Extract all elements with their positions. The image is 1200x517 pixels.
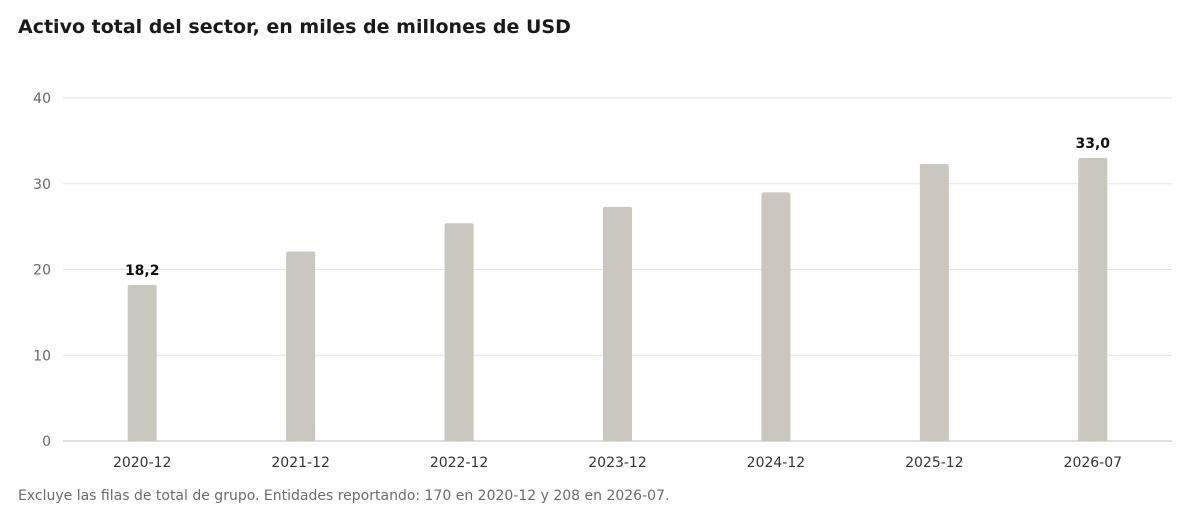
chart-footnote: Excluye las filas de total de grupo. Ent… bbox=[18, 488, 670, 504]
data-label: 33,0 bbox=[1076, 136, 1111, 152]
x-tick-label: 2021-12 bbox=[271, 455, 330, 471]
y-tick-label: 20 bbox=[33, 263, 51, 279]
y-tick-label: 10 bbox=[33, 348, 51, 364]
bar-2026-07 bbox=[1078, 158, 1108, 441]
bar-2021-12 bbox=[286, 251, 316, 441]
bar-chart: 0 10 20 30 40 2020-12 18,2 2021-12 2022-12 2023-… bbox=[33, 91, 1172, 471]
y-tick-label: 40 bbox=[33, 91, 51, 107]
chart-title: Activo total del sector, en miles de mil… bbox=[18, 16, 571, 38]
data-label: 18,2 bbox=[125, 263, 160, 279]
bar-2020-12 bbox=[127, 284, 157, 441]
y-tick-label: 0 bbox=[42, 434, 51, 450]
bar-2025-12 bbox=[919, 164, 949, 441]
x-tick-label: 2026-07 bbox=[1064, 455, 1123, 471]
bar-2022-12 bbox=[444, 223, 474, 441]
x-tick-label: 2024-12 bbox=[747, 455, 806, 471]
x-tick-label: 2025-12 bbox=[905, 455, 964, 471]
x-tick-label: 2022-12 bbox=[430, 455, 489, 471]
bar-2024-12 bbox=[761, 192, 791, 441]
bar-2023-12 bbox=[603, 206, 632, 441]
x-tick-label: 2023-12 bbox=[588, 455, 647, 471]
x-tick-label: 2020-12 bbox=[113, 455, 172, 471]
y-tick-label: 30 bbox=[33, 177, 51, 193]
